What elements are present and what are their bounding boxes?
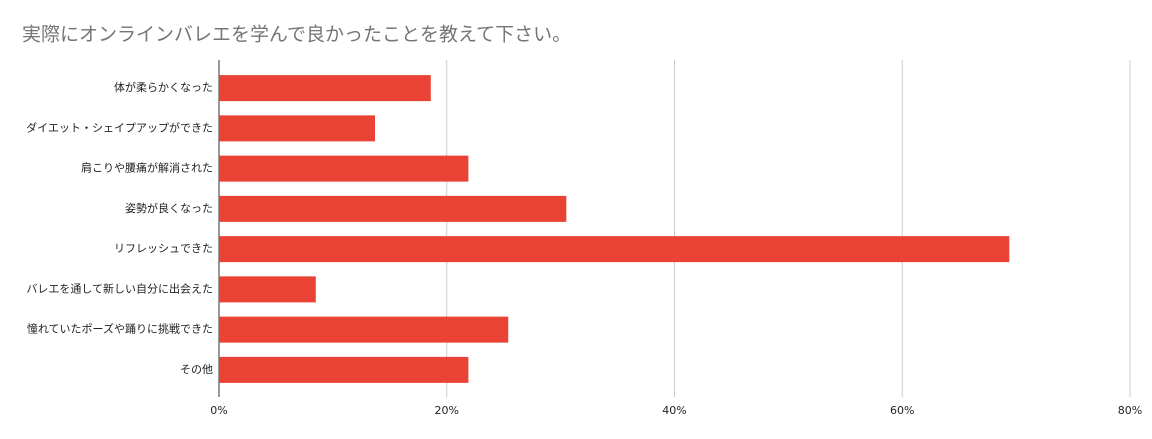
bar (219, 356, 469, 383)
y-tick-label: 体が柔らかくなった (114, 80, 213, 94)
bar (219, 316, 509, 343)
y-tick-label: ダイエット・シェイプアップができた (26, 120, 213, 134)
bar (219, 236, 1010, 263)
bar (219, 115, 376, 142)
y-tick-label: 姿勢が良くなった (125, 201, 213, 215)
chart-title: 実際にオンラインバレエを学んで良かったことを教えて下さい。 (22, 24, 571, 46)
x-tick-label: 80% (1118, 404, 1142, 417)
y-tick-label: 憧れていたポーズや踊りに挑戦できた (27, 322, 213, 336)
x-tick-label: 20% (435, 404, 459, 417)
x-tick-label: 60% (890, 404, 914, 417)
bar (219, 276, 316, 303)
y-tick-label: その他 (180, 363, 213, 376)
y-tick-label: 肩こりや腰痛が解消された (81, 161, 213, 175)
x-tick-label: 40% (662, 404, 686, 417)
bar (219, 155, 469, 182)
bar (219, 75, 431, 102)
x-tick-label: 0% (210, 404, 227, 417)
y-tick-label: リフレッシュできた (114, 242, 213, 255)
bar (219, 195, 567, 222)
y-tick-label: バレエを通して新しい自分に出会えた (26, 281, 213, 295)
